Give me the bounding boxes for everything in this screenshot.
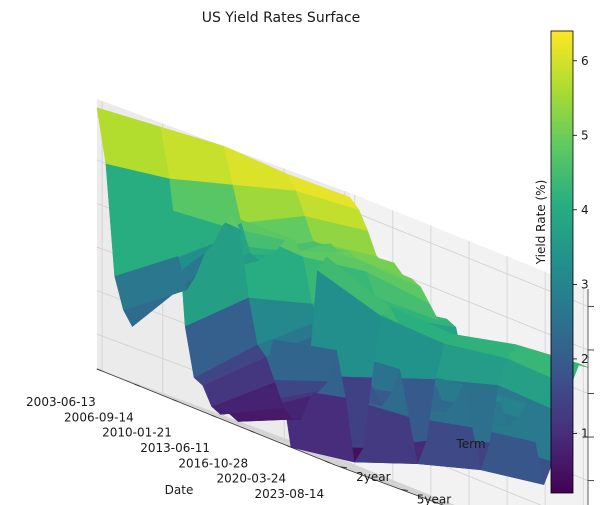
y-tick-label: 5year <box>417 492 451 505</box>
colorbar-label: Yield Rate (%) <box>534 180 548 265</box>
colorbar-tick-label: 1 <box>581 426 589 440</box>
colorbar-tick-label: 4 <box>581 203 589 217</box>
x-tick-label: 2010-01-21 <box>102 426 172 440</box>
tick-mark <box>134 383 141 387</box>
grid-line <box>349 210 589 307</box>
tick-mark <box>248 429 255 433</box>
axis-edge <box>334 464 444 505</box>
tick-mark <box>400 488 408 491</box>
tick-mark <box>210 414 217 418</box>
x-axis-label: Date <box>165 483 194 497</box>
colorbar-tick-label: 5 <box>581 128 589 142</box>
surface-patch <box>96 107 170 179</box>
tick-mark <box>96 368 102 372</box>
tick-mark <box>286 445 293 449</box>
grid-line <box>162 393 401 490</box>
y-tick-label: 2year <box>356 470 390 484</box>
x-tick-label: 2006-09-14 <box>64 410 134 424</box>
surface-patch <box>105 163 179 277</box>
tick-mark <box>339 466 348 469</box>
x-tick-label: 2003-06-13 <box>26 395 96 409</box>
grid-line <box>344 460 455 505</box>
colorbar-tick-label: 3 <box>581 277 589 291</box>
x-tick-label: 2016-10-28 <box>178 456 248 470</box>
x-tick-label: 2020-03-24 <box>216 472 286 486</box>
chart-title: US Yield Rates Surface <box>202 10 361 26</box>
surface-patch <box>159 126 233 185</box>
surface-patch <box>223 145 297 191</box>
yield-surface <box>96 107 589 485</box>
colorbar-tick-label: 6 <box>581 54 589 68</box>
x-tick-label: 2023-08-14 <box>254 487 324 501</box>
colorbar: 1 2 3 4 5 6 Yield Rate (%) <box>534 30 589 494</box>
colorbar-ticks: 1 2 3 4 5 6 <box>573 54 589 440</box>
grid-line <box>223 415 446 505</box>
colorbar-gradient <box>550 30 574 494</box>
colorbar-tick-label: 2 <box>581 352 589 366</box>
tick-mark <box>172 399 179 403</box>
x-tick-label: 2013-06-11 <box>140 441 210 455</box>
y-axis-label: Term <box>455 437 485 451</box>
tick-mark <box>325 460 331 464</box>
